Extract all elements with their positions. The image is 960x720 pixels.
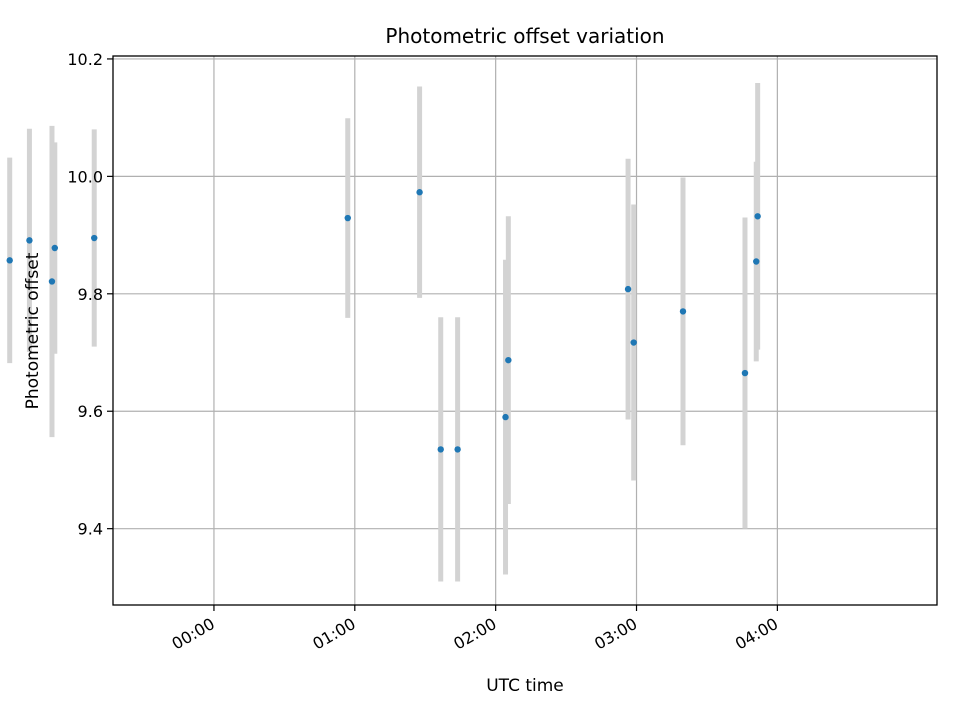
x-tick-label: 03:00 xyxy=(591,614,640,654)
x-axis-label: UTC time xyxy=(486,676,564,696)
data-point xyxy=(416,189,423,196)
data-point xyxy=(51,244,58,252)
x-tick-label: 02:00 xyxy=(450,614,499,654)
grid-layer xyxy=(113,56,937,605)
data-point xyxy=(754,213,761,220)
data-point xyxy=(26,237,33,244)
x-tick-label: 01:00 xyxy=(309,614,358,654)
data-point xyxy=(502,413,509,421)
y-tick-label: 10.0 xyxy=(67,167,103,186)
data-point xyxy=(630,339,637,346)
data-point xyxy=(679,308,687,315)
x-tick-label: 04:00 xyxy=(732,614,781,654)
x-tick-label: 00:00 xyxy=(169,614,218,654)
data-point xyxy=(48,278,56,285)
data-point xyxy=(741,369,749,377)
y-tick-label: 9.4 xyxy=(78,520,103,539)
y-tick-label: 9.6 xyxy=(78,402,103,421)
tick-layer: 00:00 01:00 02:00 03:00 04:00 9.4 9.6 9.8 10.0 10… xyxy=(67,50,781,654)
y-tick-label: 10.2 xyxy=(67,50,103,69)
data-point xyxy=(344,214,351,222)
chart-title: Photometric offset variation xyxy=(385,24,664,48)
data-point xyxy=(454,446,461,453)
data-point xyxy=(6,257,13,264)
data-point xyxy=(505,356,512,364)
errorbar-layer xyxy=(7,83,761,582)
plot-frame xyxy=(112,55,938,606)
y-tick-label: 9.8 xyxy=(78,285,103,304)
data-point xyxy=(437,446,444,453)
data-point-layer xyxy=(6,189,761,453)
y-axis-label: Photometric offset xyxy=(23,252,43,409)
data-point xyxy=(753,258,760,265)
data-point xyxy=(91,234,98,242)
data-point xyxy=(624,285,632,293)
